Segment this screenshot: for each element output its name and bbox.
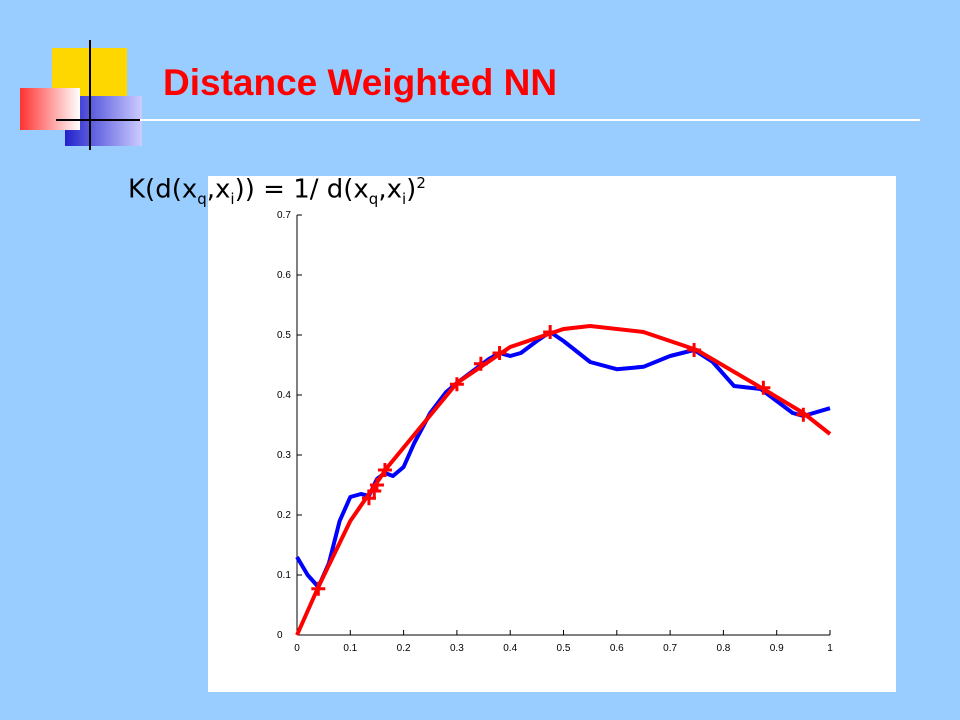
y-tick-label: 0: [277, 630, 283, 641]
x-tick-label: 0.1: [343, 643, 357, 654]
point-marker: [492, 346, 507, 360]
slide-title: Distance Weighted NN: [163, 62, 558, 103]
point-marker: [361, 491, 376, 506]
formula-part: ): [406, 174, 417, 205]
y-tick-label: 0.5: [277, 330, 291, 341]
formula-sub: q: [197, 189, 207, 208]
x-tick-label: 0.5: [557, 643, 571, 654]
point-marker: [369, 478, 384, 492]
x-tick-label: 0.2: [397, 643, 411, 654]
formula-part: ,x: [378, 174, 402, 205]
series-line: [295, 330, 831, 589]
x-tick-label: 0.4: [503, 643, 517, 654]
decor-square: [20, 88, 80, 130]
formula-part: ,x: [206, 174, 231, 205]
x-tick-label: 0: [294, 643, 300, 654]
formula-part: )) = 1/ d(x: [234, 174, 369, 205]
point-marker: [687, 343, 702, 357]
y-tick-label: 0.3: [277, 450, 291, 461]
formula-part: K(d(x: [128, 174, 198, 205]
point-marker: [756, 380, 771, 395]
formula-sub: i: [401, 189, 407, 208]
point-marker: [377, 463, 392, 477]
y-tick-label: 0.2: [277, 510, 291, 521]
x-tick-label: 0.9: [770, 643, 784, 654]
point-marker: [449, 377, 464, 392]
chart: 0 0.1 0.2 0.3 0.4 0.5 0.6 0.7 0.8 0.9 1 0 0.1 0.2 0.3 0…: [208, 176, 896, 692]
x-tick-label: 0.6: [610, 643, 624, 654]
formula-sub: q: [368, 189, 379, 208]
y-tick-label: 0.1: [277, 570, 291, 581]
point-marker: [473, 356, 488, 371]
y-tick-label: 0.7: [277, 210, 291, 221]
y-tick-label: 0.6: [277, 270, 291, 281]
formula-sup: 2: [416, 174, 426, 192]
point-marker: [311, 581, 326, 596]
formula: K(d(xq,xi)) = 1/ d(xq,xi)2: [128, 174, 426, 208]
point-marker: [796, 407, 811, 422]
formula-sub: i: [230, 189, 235, 208]
y-tick-label: 0.4: [277, 390, 291, 401]
point-marker: [543, 325, 558, 339]
x-tick-label: 1: [827, 643, 833, 654]
x-tick-label: 0.3: [450, 643, 464, 654]
x-tick-label: 0.8: [716, 643, 730, 654]
x-tick-label: 0.7: [663, 643, 677, 654]
